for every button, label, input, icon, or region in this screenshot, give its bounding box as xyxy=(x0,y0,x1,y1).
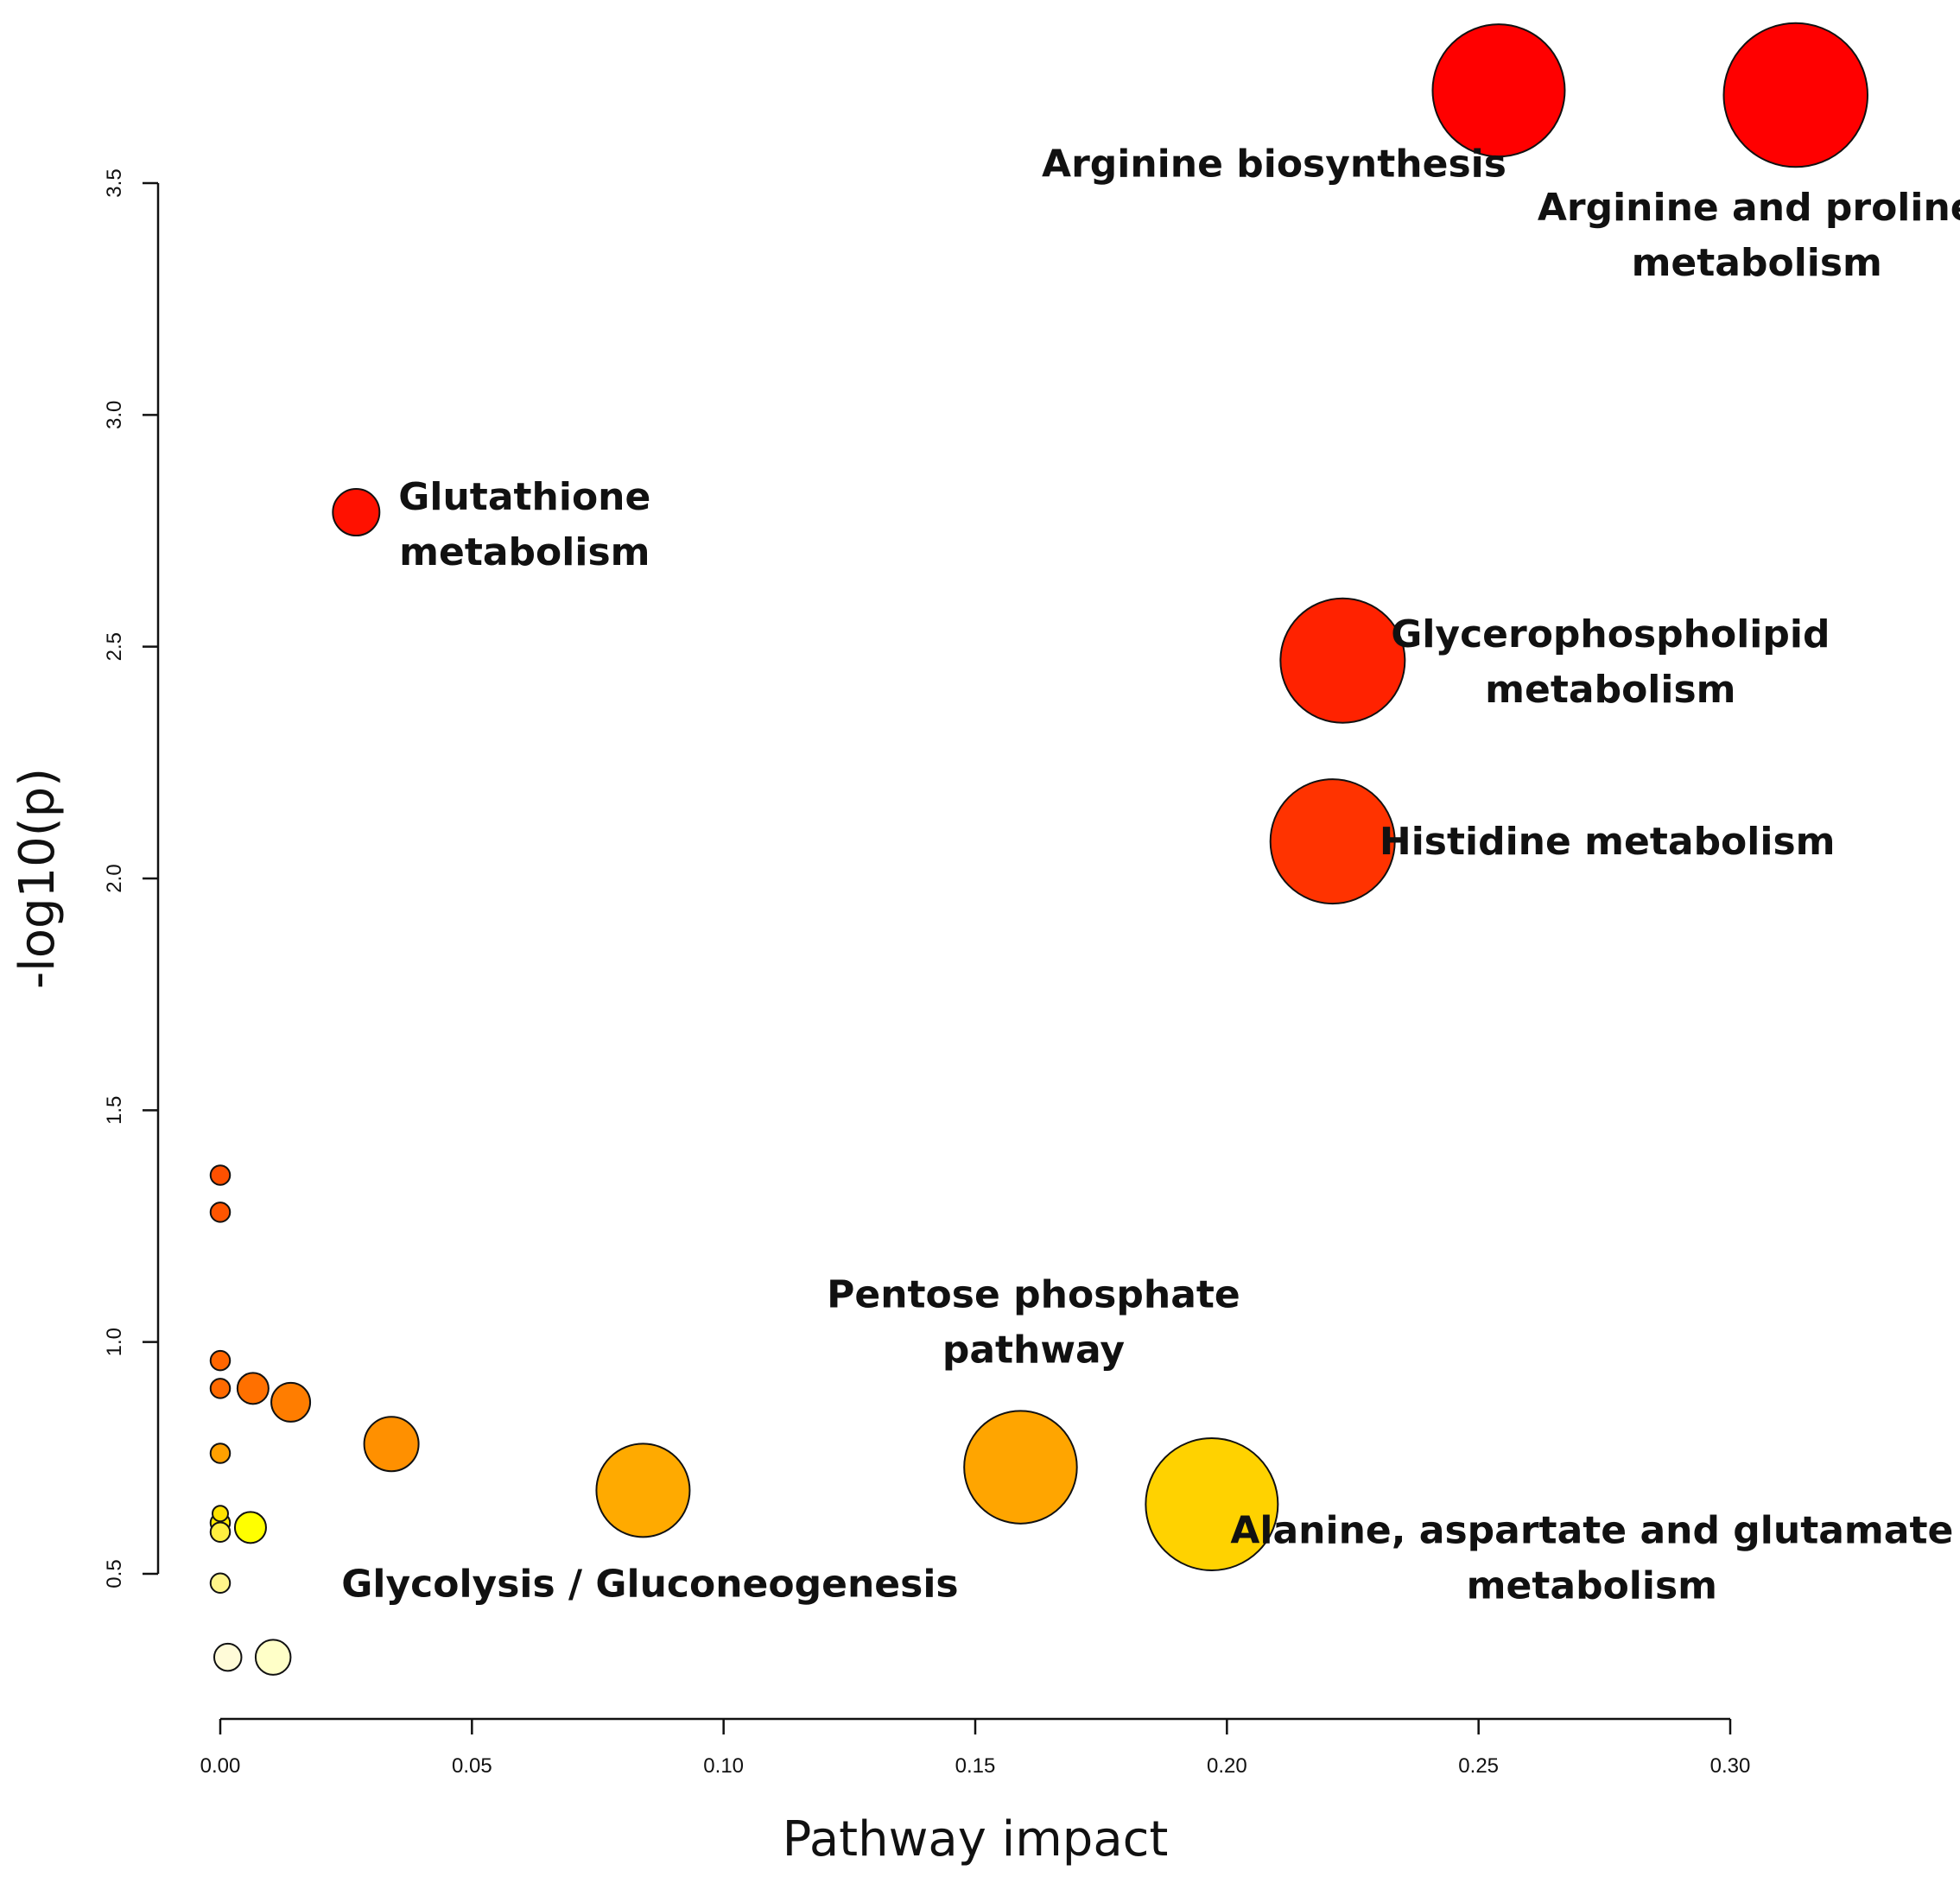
point-annotation: Alanine, aspartate and glutamate xyxy=(1230,1509,1953,1553)
x-tick-label: 0.20 xyxy=(1207,1754,1247,1778)
data-point xyxy=(209,1443,232,1464)
data-point xyxy=(332,488,381,537)
point-annotation: metabolism xyxy=(1467,1564,1717,1608)
data-point xyxy=(595,1443,691,1538)
data-point xyxy=(233,1511,267,1544)
data-point xyxy=(254,1639,292,1676)
data-point xyxy=(1279,597,1406,724)
data-point xyxy=(1722,22,1868,168)
data-points xyxy=(209,22,1868,1676)
point-annotation: metabolism xyxy=(1632,241,1882,285)
x-axis-title: Pathway impact xyxy=(783,1811,1169,1867)
data-point xyxy=(209,1164,232,1186)
data-point xyxy=(209,1378,232,1399)
point-annotation: Arginine biosynthesis xyxy=(1042,143,1506,187)
point-annotation: metabolism xyxy=(1485,668,1735,712)
data-point xyxy=(236,1372,270,1405)
data-point xyxy=(212,1505,229,1523)
x-tick-label: 0.05 xyxy=(452,1754,492,1778)
y-tick-label: 3.0 xyxy=(103,401,126,429)
point-annotation: Arginine and proline xyxy=(1538,186,1960,230)
point-annotation: Glycerophospholipid xyxy=(1391,612,1830,656)
data-point xyxy=(209,1572,232,1594)
y-tick-label: 0.5 xyxy=(103,1559,126,1588)
data-point xyxy=(209,1521,232,1543)
axes: 0.00 0.05 0.10 0.15 0.20 0.25 0.30 0.5 1.0 1.5 2.… xyxy=(103,168,1750,1778)
y-axis-title: -log10(p) xyxy=(10,768,66,989)
point-annotation: pathway xyxy=(942,1328,1125,1373)
data-point xyxy=(1145,1437,1279,1571)
x-axis-ticks: 0.00 0.05 0.10 0.15 0.20 0.25 0.30 xyxy=(200,1719,1751,1778)
point-annotation: metabolism xyxy=(399,530,650,574)
point-annotation: Glutathione xyxy=(398,475,650,519)
data-point xyxy=(209,1202,232,1223)
point-annotation: Glycolysis / Gluconeogenesis xyxy=(341,1562,958,1606)
y-tick-label: 3.5 xyxy=(103,168,126,197)
x-tick-label: 0.10 xyxy=(703,1754,744,1778)
y-tick-label: 2.0 xyxy=(103,864,126,892)
point-annotation: Histidine metabolism xyxy=(1380,820,1836,864)
y-axis-ticks: 0.5 1.0 1.5 2.0 2.5 3.0 3.5 xyxy=(103,168,158,1588)
point-annotation: Pentose phosphate xyxy=(827,1273,1240,1317)
y-tick-label: 1.0 xyxy=(103,1328,126,1356)
data-point xyxy=(363,1416,420,1473)
x-tick-label: 0.00 xyxy=(200,1754,241,1778)
y-tick-label: 1.5 xyxy=(103,1096,126,1125)
x-tick-label: 0.30 xyxy=(1710,1754,1751,1778)
data-point xyxy=(209,1349,232,1372)
y-tick-label: 2.5 xyxy=(103,632,126,661)
data-point xyxy=(1431,23,1566,158)
data-point xyxy=(963,1410,1078,1525)
data-point xyxy=(212,1642,243,1672)
data-point xyxy=(1269,778,1396,905)
annotations: Arginine biosynthesis Arginine and prolin… xyxy=(341,143,1960,1608)
data-point xyxy=(270,1381,312,1423)
x-tick-label: 0.15 xyxy=(955,1754,996,1778)
x-tick-label: 0.25 xyxy=(1458,1754,1499,1778)
